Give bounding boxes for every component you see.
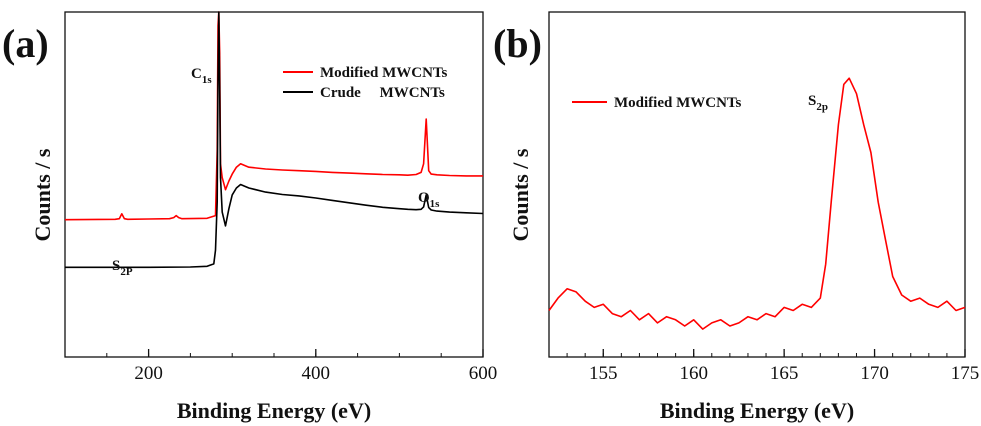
panel-a-series <box>64 11 484 269</box>
annotation-s2p-b: S2p <box>808 93 828 113</box>
panel-a-x-ticks: 200 400 600 <box>64 349 498 384</box>
panel-b-label: (b) <box>493 21 542 66</box>
panel-b-chart: (b) Counts / s Binding Energy (eV) 155 16… <box>493 11 980 423</box>
panel-b-series <box>548 77 966 330</box>
panel-b-legend: Modified MWCNTs <box>572 95 742 111</box>
x-tick-label: 155 <box>589 363 618 384</box>
x-tick-label: 170 <box>860 363 889 384</box>
x-tick-label: 160 <box>679 363 708 384</box>
panel-a-plot-frame <box>64 11 484 358</box>
panel-a-label: (a) <box>2 21 49 66</box>
panel-b-ylabel: Counts / s <box>508 148 533 241</box>
x-tick-label: 200 <box>134 363 163 384</box>
series-line-0 <box>548 77 966 330</box>
panel-b-x-ticks: 155 160 165 170 175 <box>548 349 980 384</box>
panel-a-xlabel: Binding Energy (eV) <box>177 398 371 423</box>
panel-a-chart: (a) Counts / s Binding Energy (eV) 200 40… <box>2 11 498 423</box>
legend-label-crude: Crude MWCNTs <box>320 85 445 101</box>
panel-b-xlabel: Binding Energy (eV) <box>660 398 854 423</box>
x-tick-label: 175 <box>951 363 980 384</box>
series-line-1 <box>65 11 484 269</box>
legend-label-modified-b: Modified MWCNTs <box>614 95 742 111</box>
x-tick-label: 600 <box>469 363 498 384</box>
legend-label-modified: Modified MWCNTs <box>320 65 448 81</box>
panel-a-legend: Modified MWCNTs Crude MWCNTs <box>283 65 448 101</box>
x-tick-label: 400 <box>302 363 331 384</box>
x-tick-label: 165 <box>770 363 799 384</box>
annotation-c1s: C1s <box>191 66 212 86</box>
annotation-s2p-a: S2P <box>112 258 133 278</box>
series-line-0 <box>64 11 483 221</box>
panel-a-ylabel: Counts / s <box>30 148 55 241</box>
annotation-o1s: O1s <box>418 190 440 210</box>
panel-b-plot-frame <box>548 11 966 358</box>
